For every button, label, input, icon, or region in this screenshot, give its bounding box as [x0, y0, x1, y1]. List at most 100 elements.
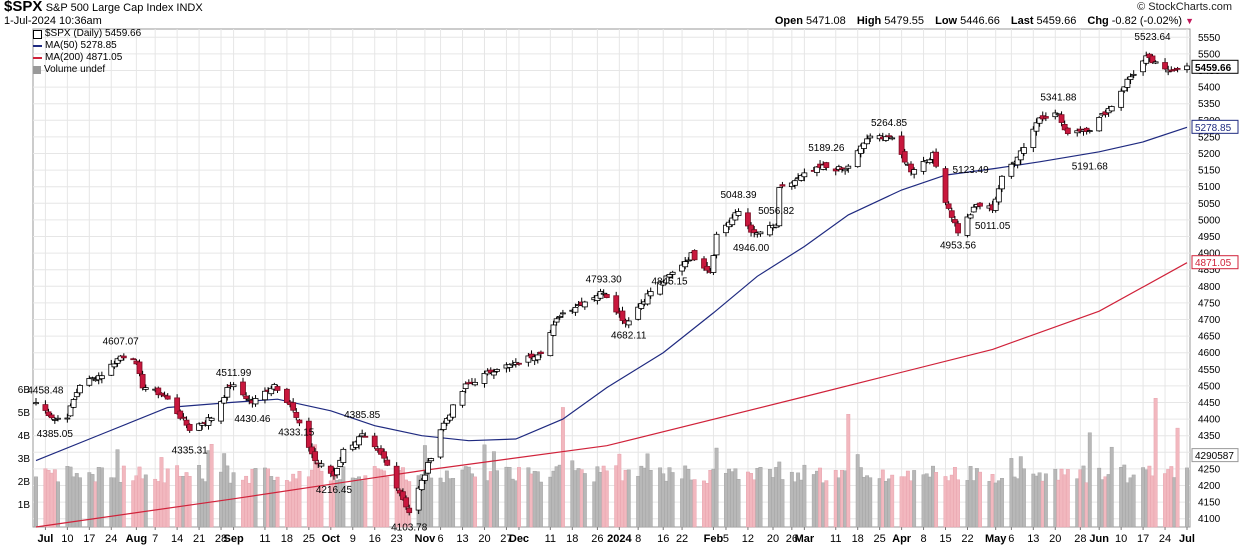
candle-body: [942, 168, 949, 203]
price-annotation: 5048.39: [720, 190, 757, 201]
candle-body: [428, 458, 435, 462]
candle-body: [1130, 73, 1137, 76]
volume-bar: [949, 474, 954, 528]
volume-bar: [473, 476, 477, 528]
volume-bar: [1043, 473, 1048, 528]
volume-bar: [702, 480, 706, 528]
candle-body: [613, 295, 620, 313]
candle-body: [224, 387, 231, 398]
price-annotation: 4430.46: [234, 414, 271, 425]
candle-body: [597, 290, 604, 299]
volume-bar: [661, 473, 666, 528]
candle-body: [89, 377, 96, 380]
candle-body: [86, 378, 93, 386]
candle-body: [42, 404, 49, 411]
candle-body: [883, 136, 889, 141]
symbol: $SPX: [4, 0, 43, 15]
candle-body: [252, 398, 259, 405]
volume-bar: [451, 478, 456, 528]
candle-body: [196, 423, 202, 431]
x-tick-label: Aug: [126, 533, 147, 545]
candle-body: [1074, 130, 1081, 134]
candle-body: [425, 462, 431, 474]
volume-bar: [905, 470, 910, 528]
volume-tick-label: 5B: [18, 408, 31, 419]
candle-body: [798, 175, 805, 181]
volume-bar: [560, 407, 565, 528]
volume-bar: [730, 471, 735, 528]
value-tag: [1191, 448, 1239, 463]
candle-body: [443, 418, 450, 424]
candle-body: [243, 395, 250, 400]
x-tick-label: 20: [767, 533, 779, 545]
volume-bar: [466, 466, 471, 528]
x-tick-label: 28: [1074, 533, 1086, 545]
volume-bar: [840, 469, 844, 528]
candle-body: [538, 351, 544, 354]
candle-body: [108, 363, 115, 376]
value-tag-label: 5459.66: [1195, 63, 1232, 74]
candle-body: [111, 363, 118, 368]
volume-bar: [833, 470, 838, 528]
candle-body: [312, 451, 319, 462]
y-tick-label: 5250: [1198, 132, 1221, 143]
x-tick-label: 10: [1115, 533, 1127, 545]
volume-bar: [513, 480, 518, 528]
volume-bar: [294, 478, 299, 528]
volume-bar: [711, 468, 716, 528]
price-annotation: 5191.68: [1072, 161, 1109, 172]
volume-bar: [858, 467, 863, 528]
candle-body: [845, 165, 852, 169]
candle-body: [73, 392, 80, 398]
y-tick-label: 5000: [1198, 215, 1221, 226]
candle-body: [186, 424, 193, 431]
candle-body: [418, 479, 425, 491]
candle-body: [293, 411, 300, 418]
candle-body: [751, 229, 758, 234]
candle-body: [669, 271, 676, 275]
volume-bar: [332, 474, 336, 528]
x-tick-label: Apr: [892, 533, 912, 545]
volume-bar: [802, 464, 807, 528]
volume-bar: [74, 473, 79, 528]
ma200-line: [35, 262, 1188, 528]
volume-bar: [165, 468, 170, 528]
x-tick-label: 11: [830, 533, 841, 545]
chg-value: -0.82 (-0.02%): [1111, 15, 1183, 27]
volume-bar: [789, 471, 794, 528]
volume-bar: [1122, 464, 1127, 528]
volume-bar: [749, 473, 753, 528]
volume-bar: [868, 477, 873, 528]
high-label: High: [856, 15, 882, 27]
candle-body: [64, 417, 71, 420]
candle-body: [581, 301, 588, 308]
price-annotation: 5011.05: [975, 221, 1011, 232]
volume-bar: [1109, 446, 1114, 528]
x-tick-label: 20: [478, 533, 490, 545]
candle-body: [447, 414, 453, 421]
candle-body: [723, 224, 729, 234]
volume-bar: [1009, 458, 1014, 528]
x-tick-label: Jun: [1089, 533, 1109, 545]
volume-bar: [902, 476, 907, 528]
candle-body: [120, 355, 127, 359]
volume-bar: [140, 478, 145, 528]
x-tick-label: 22: [676, 533, 688, 545]
volume-bar: [316, 465, 321, 528]
volume-bar: [576, 468, 581, 528]
volume-tick-label: 2B: [18, 477, 31, 488]
candle-body: [305, 420, 312, 448]
volume-bar: [1106, 474, 1111, 528]
volume-bar: [306, 476, 311, 528]
volume-bar: [548, 476, 553, 528]
candle-body: [400, 491, 406, 500]
volume-bar: [987, 481, 992, 528]
volume-bar: [796, 472, 801, 528]
candle-body: [857, 145, 864, 154]
volume-bar: [1166, 469, 1171, 528]
volume-bar: [877, 478, 882, 528]
x-tick-label: 21: [193, 533, 205, 545]
x-tick-label: 28: [215, 533, 227, 545]
volume-bar: [927, 476, 932, 528]
volume-bar: [692, 479, 697, 528]
